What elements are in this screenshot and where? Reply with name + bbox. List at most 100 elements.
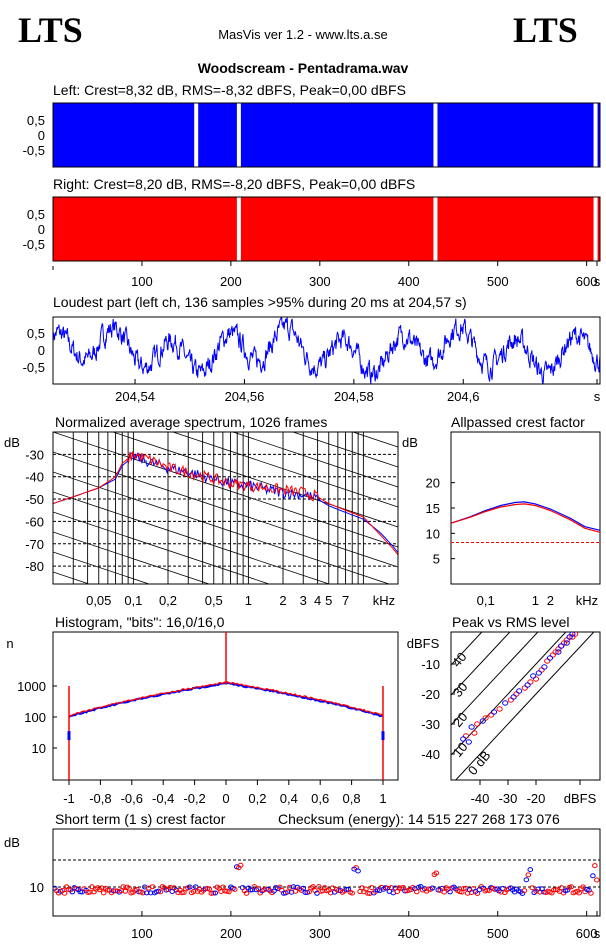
short-term-xlabel: 100 <box>131 926 153 941</box>
pvr-crest-label: 20 <box>450 709 471 730</box>
right-waveform-gap-2 <box>593 197 598 261</box>
spectrum-group <box>53 252 398 584</box>
short-term-point <box>527 867 534 873</box>
pvr-crest-line <box>455 632 595 780</box>
pvr-point <box>471 730 478 736</box>
spectrum-slope-line <box>53 252 398 367</box>
right-waveform-fill <box>53 197 600 261</box>
pvr-point <box>530 673 537 679</box>
pvr-ytick: -20 <box>421 687 440 702</box>
spectrum-slope-line <box>53 511 271 584</box>
lts-logo-left: LTS <box>18 10 83 50</box>
short-term-point <box>140 890 146 896</box>
short-term-point <box>284 889 291 895</box>
pvr-point <box>538 667 545 673</box>
crest-xlabel: 2 <box>547 593 554 608</box>
time-axis-label: 100 <box>131 274 153 289</box>
spectrum-xlabel: 3 <box>300 593 307 608</box>
short-term-point <box>388 885 395 891</box>
pvr-point <box>490 709 498 715</box>
short-term-point <box>576 890 582 896</box>
short-term-group <box>53 862 600 896</box>
short-term-point <box>61 890 68 896</box>
histogram-left-line <box>68 682 384 718</box>
right-waveform-ytick: 0 <box>38 222 45 237</box>
short-term-point <box>212 890 219 896</box>
time-axis-label: 200 <box>220 274 242 289</box>
left-waveform-gap-2 <box>433 103 438 167</box>
spectrum-slope-line <box>53 531 211 584</box>
short-term-point <box>529 885 536 891</box>
crest-title: Allpassed crest factor <box>451 414 585 430</box>
short-term-point <box>255 886 262 892</box>
pvr-point <box>496 706 503 712</box>
pvr-xlabel: -30 <box>499 791 518 806</box>
version-label: MasVis ver 1.2 - www.lts.a.se <box>218 27 388 42</box>
short-term-xlabel: 600 <box>576 926 598 941</box>
crest-xlabel: 1 <box>532 593 539 608</box>
short-term-point <box>126 885 132 891</box>
short-term-point <box>220 884 226 890</box>
pvr-point <box>527 679 534 685</box>
short-term-point <box>147 890 154 896</box>
short-term-point <box>413 889 420 895</box>
crest-ylabel: dB <box>402 435 418 450</box>
short-term-point <box>588 890 594 896</box>
histogram-ytick: 10 <box>32 741 46 756</box>
pvr-point <box>513 691 520 697</box>
crest-xlabel: 0,1 <box>477 593 495 608</box>
histogram-xlabel: 0,6 <box>311 791 329 806</box>
pvr-crest-label: 10 <box>450 739 471 760</box>
crest-ytick: 15 <box>426 501 440 516</box>
short-term-point <box>592 863 598 869</box>
loudest-part-ytick: 0 <box>38 343 45 358</box>
short-term-point <box>286 884 293 890</box>
pvr-crest-line <box>451 632 511 696</box>
histogram-ytick: 100 <box>24 710 46 725</box>
histogram-xlabel: -0,6 <box>121 791 143 806</box>
histogram-right-line <box>68 681 384 717</box>
pvr-xlabel: dBFS <box>564 791 597 806</box>
pvr-frame <box>450 631 601 781</box>
short-term-ylabel: dB <box>4 835 20 850</box>
pvr-crest-label: 30 <box>450 679 471 700</box>
short-term-point <box>226 889 232 895</box>
short-term-point <box>190 889 197 895</box>
loudest-part-frame <box>52 316 601 385</box>
left-waveform-gap-1 <box>236 103 241 167</box>
histogram-group <box>67 632 385 780</box>
short-term-xlabel: 200 <box>220 926 242 941</box>
checksum-label: Checksum (energy): 14 515 227 268 173 07… <box>278 811 560 827</box>
spectrum-slope-line <box>53 451 398 568</box>
spectrum-line <box>53 452 398 554</box>
spectrum-xlabel: 7 <box>342 593 349 608</box>
spectrum-slope-line <box>53 471 391 584</box>
loudest-part-ytick: 0,5 <box>27 326 45 341</box>
short-term-point <box>186 884 193 890</box>
pvr-point <box>462 733 470 739</box>
spectrum-xlabel: 2 <box>279 593 286 608</box>
short-term-point <box>367 890 373 896</box>
short-term-title: Short term (1 s) crest factor <box>55 811 226 827</box>
crest-ytick: 10 <box>426 526 440 541</box>
pvr-point <box>558 643 565 649</box>
short-term-point <box>98 885 105 891</box>
right-waveform-ytick: 0,5 <box>27 207 45 222</box>
pvr-crest-line <box>451 632 567 756</box>
right-waveform-gap-1 <box>433 197 438 261</box>
crest-ytick: 5 <box>433 552 440 567</box>
spectrum-slope-line <box>53 551 151 584</box>
spectrum-xlabel: 0,2 <box>159 593 177 608</box>
short-term-point <box>441 889 447 895</box>
pvr-crest-label: 0 dB <box>465 748 494 778</box>
spectrum-slope-line <box>53 491 331 584</box>
left-waveform-fill <box>53 103 600 167</box>
pvr-point <box>549 652 556 658</box>
short-term-point <box>523 877 530 883</box>
short-term-point <box>157 889 164 895</box>
histogram-xlabel: 0 <box>222 791 229 806</box>
short-term-point <box>120 884 127 890</box>
pvr-point <box>535 670 542 676</box>
short-term-point <box>349 890 356 896</box>
time-axis-label: 300 <box>309 274 331 289</box>
